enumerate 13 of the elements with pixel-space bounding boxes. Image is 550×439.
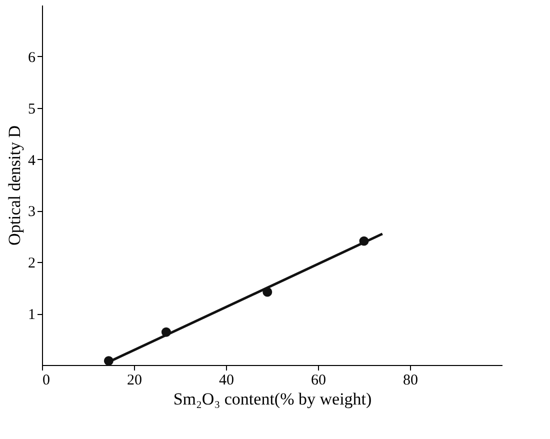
y-tick-label: 6 [28,50,36,66]
x-tick-label: 20 [127,372,142,388]
y-tick-label: 3 [28,204,36,220]
y-tick-label: 5 [28,101,36,118]
x-tick-label: 80 [403,372,418,388]
x-axis-title: Sm₂O₃ content(% by weight) [173,390,372,408]
y-tick-label: 1 [28,307,36,324]
y-tick-label: 4 [28,152,36,169]
y-axis-title: Optical density D [5,126,24,246]
x-tick-label: 0 [42,372,50,388]
x-tick-label: 60 [311,372,326,388]
x-tick-label: 40 [219,372,234,388]
y-tick-label: 2 [28,256,36,272]
